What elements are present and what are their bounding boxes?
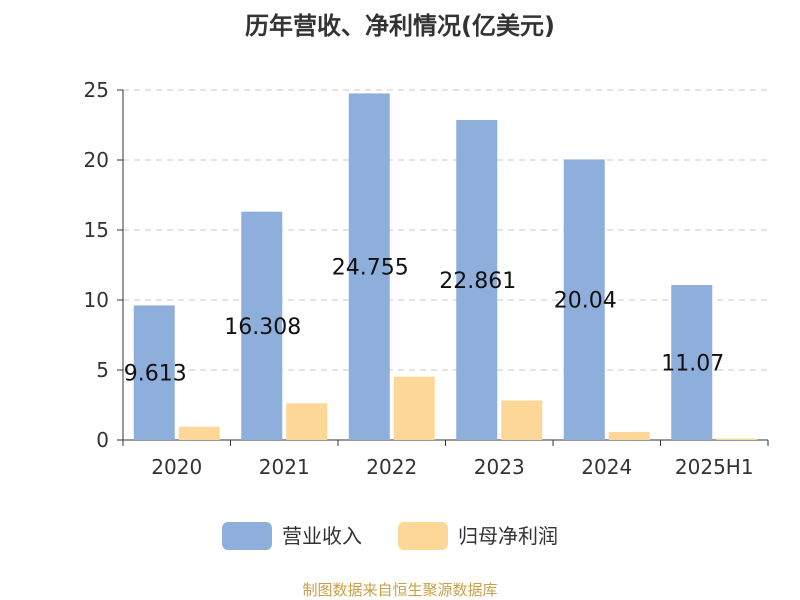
data-label-revenue-2020: 9.613	[124, 362, 187, 387]
legend-item-revenue[interactable]: 营业收入	[222, 522, 362, 550]
y-tick-label: 15	[84, 218, 109, 242]
x-tick-label: 2021	[259, 455, 310, 479]
legend-label: 归母净利润	[458, 524, 558, 548]
y-tick-label: 10	[84, 288, 109, 312]
y-tick-label: 0	[96, 428, 109, 452]
legend[interactable]: 营业收入 归母净利润	[222, 522, 558, 550]
legend-swatch	[398, 522, 448, 550]
bars	[133, 93, 758, 441]
data-label-revenue-2024: 20.04	[554, 289, 617, 314]
data-label-revenue-2023: 22.861	[439, 269, 516, 294]
bar-net-profit-2025H1[interactable]	[716, 438, 758, 440]
data-label-revenue-2025H1: 11.07	[661, 352, 724, 377]
y-tick-label: 5	[96, 358, 109, 382]
y-tick-label: 20	[84, 148, 109, 172]
y-tick-label: 25	[84, 78, 109, 102]
bar-revenue-2021[interactable]	[241, 211, 283, 440]
data-label-revenue-2022: 24.755	[332, 256, 409, 281]
legend-label: 营业收入	[282, 524, 362, 548]
footer-source: 制图数据来自恒生聚源数据库	[302, 581, 497, 599]
x-tick-label: 2022	[366, 455, 417, 479]
bar-net-profit-2023[interactable]	[501, 400, 543, 440]
bar-net-profit-2020[interactable]	[178, 426, 220, 440]
axes: 0 5 10 15 20 25 2020 2021 2022 2023 2024 2025H1	[84, 78, 769, 479]
x-tick-label: 2020	[151, 455, 202, 479]
bar-revenue-2024[interactable]	[563, 159, 605, 440]
data-labels: 9.613 16.308 24.755 22.861 20.04 11.07	[124, 256, 724, 387]
x-tick-label: 2024	[581, 455, 632, 479]
bar-revenue-2022[interactable]	[348, 93, 390, 441]
data-label-revenue-2021: 16.308	[224, 315, 301, 340]
x-tick-label: 2025H1	[675, 455, 754, 479]
chart-title: 历年营收、净利情况(亿美元)	[245, 12, 555, 40]
bar-net-profit-2024[interactable]	[608, 431, 650, 440]
bar-revenue-2023[interactable]	[456, 119, 498, 441]
x-tick-label: 2023	[474, 455, 525, 479]
legend-swatch	[222, 522, 272, 550]
bar-net-profit-2022[interactable]	[393, 376, 435, 440]
bar-revenue-2025H1[interactable]	[671, 285, 713, 440]
gridlines	[123, 89, 768, 371]
legend-item-net-profit[interactable]: 归母净利润	[398, 522, 558, 550]
bar-revenue-2020[interactable]	[133, 305, 175, 440]
bar-net-profit-2021[interactable]	[286, 403, 328, 440]
